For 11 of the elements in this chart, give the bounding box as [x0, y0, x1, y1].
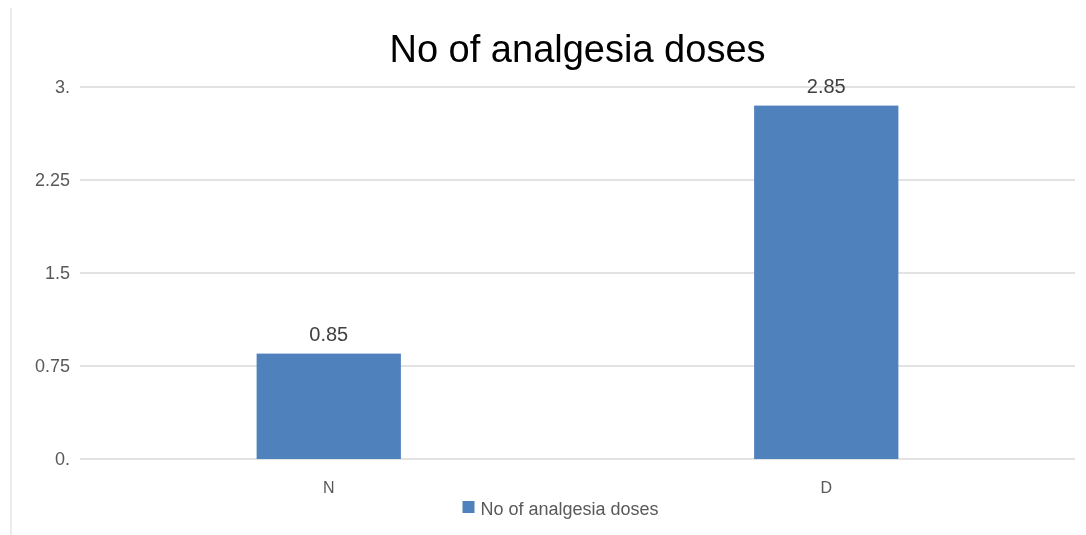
y-tick-label: 2.25 — [34, 170, 70, 191]
data-label: 0.85 — [309, 322, 349, 345]
chart-title: No of analgesia doses — [389, 28, 766, 70]
legend-label: No of analgesia doses — [480, 499, 659, 520]
y-tick-label: 3. — [54, 77, 70, 98]
data-label: 2.85 — [806, 74, 846, 97]
y-tick-label: 0. — [54, 449, 70, 470]
x-tick-label: N — [322, 479, 335, 496]
x-tick-label: D — [820, 479, 833, 496]
y-tick-label: 0.75 — [34, 356, 70, 377]
y-tick-label: 1.5 — [44, 263, 70, 284]
